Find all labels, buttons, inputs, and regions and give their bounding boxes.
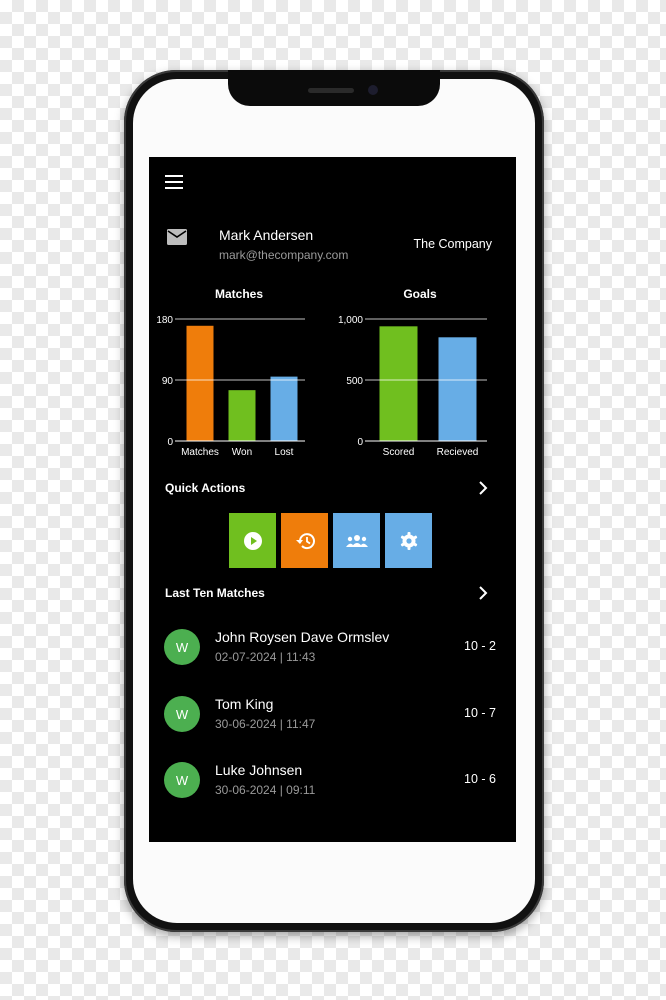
match-score: 10 - 2: [464, 639, 496, 653]
match-list-item[interactable]: W Tom King 30-06-2024 | 11:47 10 - 7: [149, 688, 516, 744]
group-icon: [345, 534, 368, 547]
settings-button[interactable]: [385, 513, 432, 568]
x-tick-label: Recieved: [437, 447, 479, 458]
match-title: Luke Johnsen: [215, 762, 303, 778]
players-button[interactable]: [333, 513, 380, 568]
match-score: 10 - 6: [464, 772, 496, 786]
user-email: mark@thecompany.com: [219, 248, 349, 262]
company-name: The Company: [413, 237, 492, 251]
chart-bar: [186, 325, 214, 441]
x-tick-label: Scored: [383, 447, 415, 458]
y-tick-label: 1,000: [338, 315, 363, 326]
match-date: 30-06-2024 | 09:11: [215, 783, 316, 797]
history-icon: [295, 532, 315, 549]
x-tick-label: Lost: [275, 447, 294, 458]
y-tick-label: 500: [346, 376, 363, 387]
last-matches-title: Last Ten Matches: [165, 586, 265, 600]
quick-actions-row: [229, 513, 432, 568]
match-title: John Roysen Dave Ormslev: [215, 629, 390, 645]
chart-bar: [379, 326, 418, 441]
x-tick-label: Matches: [181, 447, 219, 458]
y-tick-label: 180: [156, 315, 173, 326]
matches-chart: Matches Matches Won Lost 0 90 180: [149, 285, 319, 465]
match-title: Tom King: [215, 696, 274, 712]
play-icon: [243, 531, 262, 550]
history-button[interactable]: [281, 513, 328, 568]
y-tick-label: 0: [167, 437, 173, 448]
match-date: 30-06-2024 | 11:47: [215, 717, 316, 731]
chart-bar: [438, 337, 477, 441]
goals-chart: Goals Scored Recieved 0 500 1,000: [329, 285, 499, 465]
user-name: Mark Andersen: [219, 227, 314, 243]
last-matches-chevron-right-icon[interactable]: [476, 586, 490, 600]
quick-actions-title: Quick Actions: [165, 481, 246, 495]
phone-notch: [228, 70, 440, 106]
match-score: 10 - 7: [464, 706, 496, 720]
play-match-button[interactable]: [229, 513, 276, 568]
mail-icon: [167, 229, 187, 245]
x-tick-label: Won: [232, 447, 252, 458]
match-date: 02-07-2024 | 11:43: [215, 650, 316, 664]
result-badge: W: [164, 696, 200, 732]
speaker-grille: [308, 88, 354, 93]
result-badge: W: [164, 762, 200, 798]
app-screen: Mark Andersen mark@thecompany.com The Co…: [149, 157, 516, 842]
gear-icon: [400, 531, 417, 550]
quick-actions-chevron-right-icon[interactable]: [476, 481, 490, 495]
match-list-item[interactable]: W Luke Johnsen 30-06-2024 | 09:11 10 - 6: [149, 754, 516, 810]
chart-bar: [270, 376, 298, 441]
hamburger-menu-icon[interactable]: [165, 175, 183, 189]
result-badge: W: [164, 629, 200, 665]
y-tick-label: 0: [357, 437, 363, 448]
match-list-item[interactable]: W John Roysen Dave Ormslev 02-07-2024 | …: [149, 621, 516, 677]
chart-title: Matches: [215, 287, 263, 301]
front-camera: [368, 85, 378, 95]
y-tick-label: 90: [162, 376, 174, 387]
chart-title: Goals: [403, 287, 437, 301]
chart-bar: [228, 390, 256, 441]
